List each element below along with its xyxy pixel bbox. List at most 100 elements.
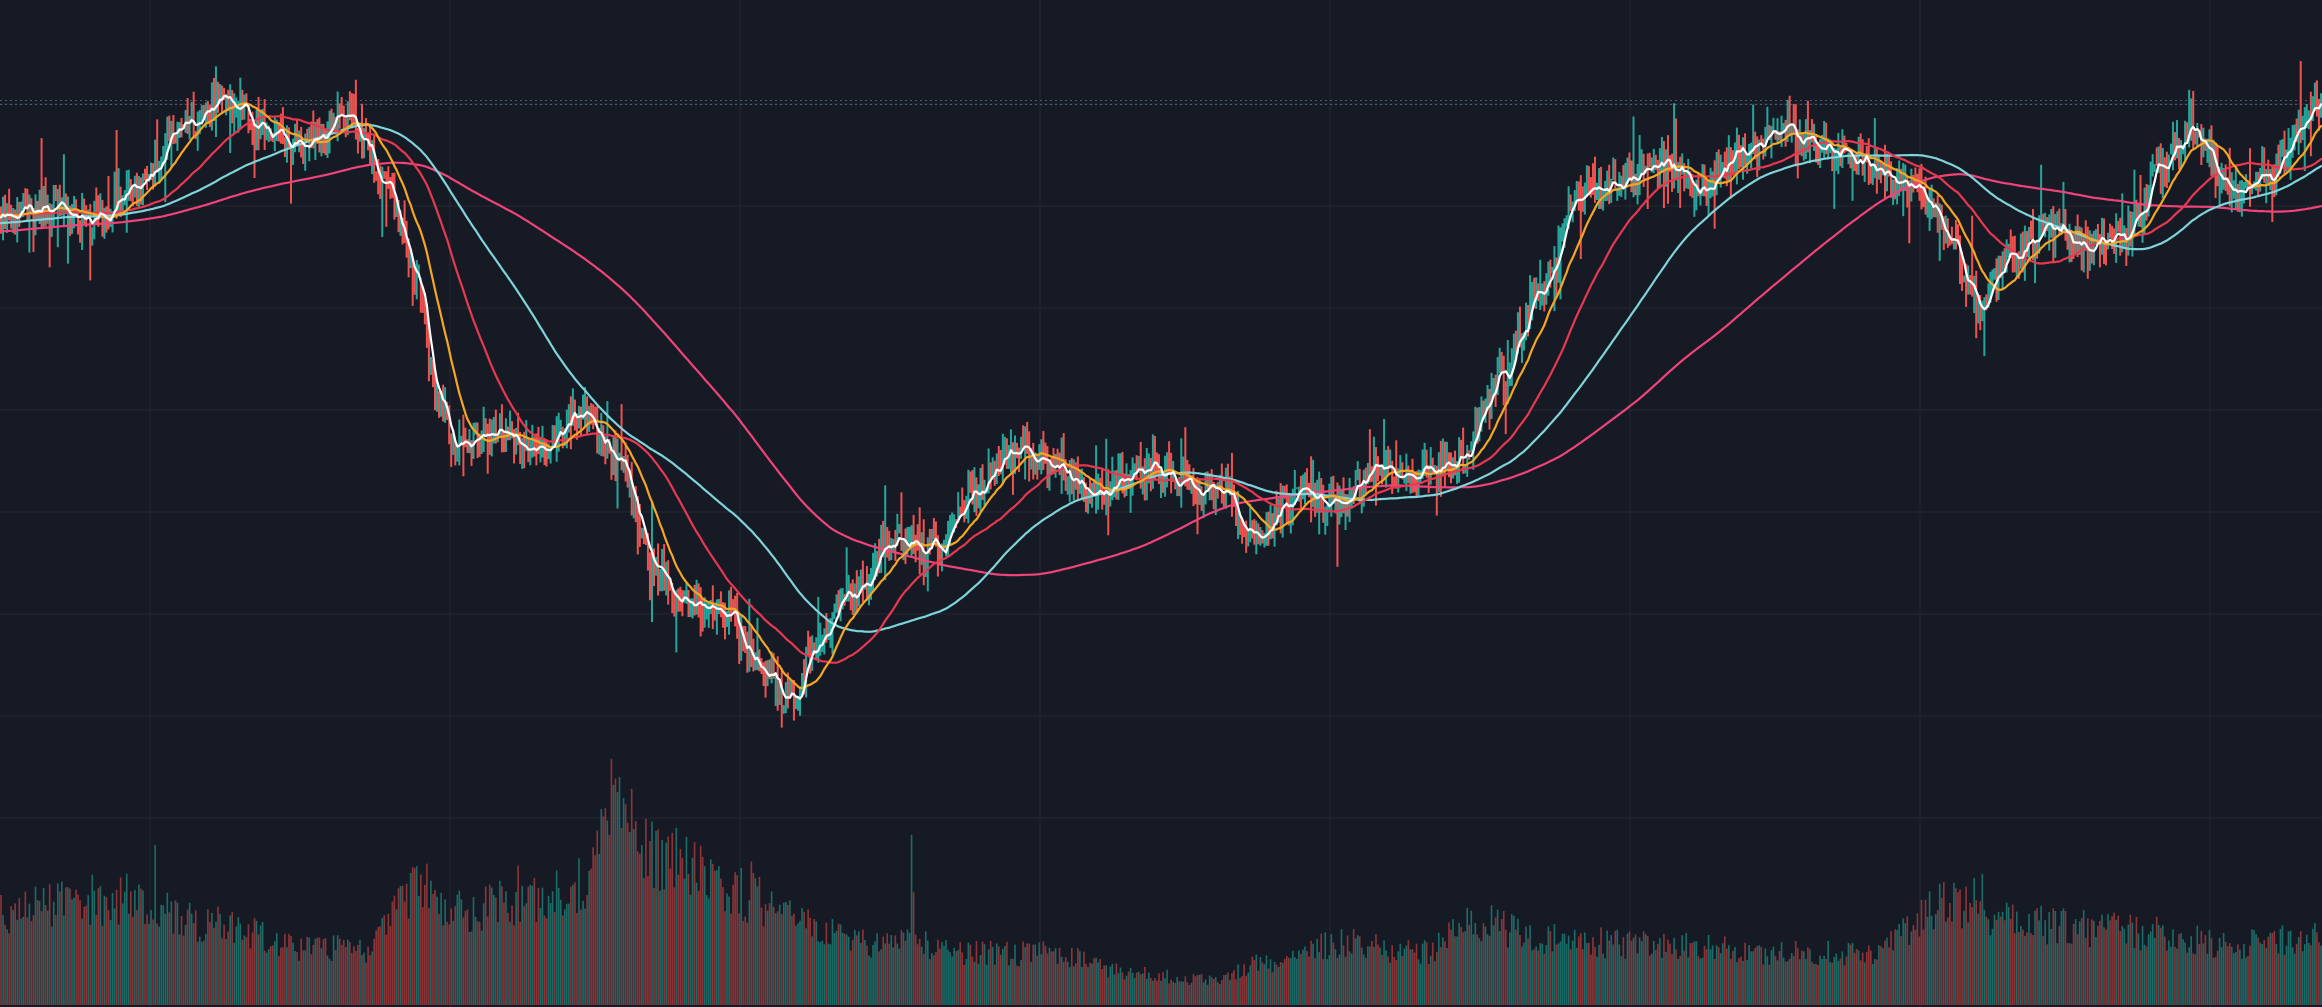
volume-bar bbox=[1379, 947, 1381, 1005]
candle-body bbox=[2310, 108, 2312, 119]
volume-bar bbox=[997, 946, 1000, 1005]
candle-body bbox=[1427, 475, 1430, 479]
candle-body bbox=[1243, 526, 1245, 528]
candle-body bbox=[545, 451, 548, 460]
volume-bar bbox=[1762, 964, 1765, 1005]
volume-bar bbox=[1277, 967, 1280, 1005]
candle-body bbox=[452, 440, 454, 452]
candle-body bbox=[389, 186, 392, 191]
candle-body bbox=[1912, 179, 1915, 187]
volume-bar bbox=[1527, 938, 1529, 1005]
volume-bar bbox=[1906, 916, 1909, 1005]
candle-body bbox=[708, 604, 710, 610]
volume-bar bbox=[1940, 897, 1943, 1005]
volume-bar bbox=[738, 913, 740, 1005]
volume-bar bbox=[929, 959, 931, 1005]
volume-bar bbox=[736, 875, 738, 1005]
candle-body bbox=[1505, 382, 1507, 386]
volume-bar bbox=[492, 895, 495, 1005]
volume-bar bbox=[2281, 925, 2284, 1005]
volume-bar bbox=[819, 942, 822, 1005]
volume-bar bbox=[1571, 940, 1574, 1005]
candle-body bbox=[576, 416, 578, 433]
volume-bar bbox=[673, 887, 676, 1005]
volume-bar bbox=[912, 892, 915, 1005]
candle-body bbox=[387, 177, 390, 183]
volume-bar bbox=[1667, 939, 1669, 1005]
volume-bar bbox=[1204, 979, 1207, 1005]
volume-bar bbox=[1655, 949, 1657, 1005]
volume-bar bbox=[484, 886, 487, 1005]
candle-body bbox=[2103, 225, 2105, 248]
volume-bar bbox=[2115, 920, 2117, 1005]
volume-bar bbox=[1454, 936, 1456, 1005]
volume-bar bbox=[1995, 919, 1998, 1005]
volume-bar bbox=[304, 950, 307, 1005]
candle-body bbox=[537, 443, 540, 450]
candle-body bbox=[957, 508, 959, 523]
volume-bar bbox=[2271, 933, 2274, 1005]
volume-bar bbox=[503, 902, 505, 1005]
candle-body bbox=[2097, 232, 2099, 239]
volume-bar bbox=[101, 925, 104, 1005]
volume-bar bbox=[1563, 933, 1566, 1005]
volume-bar bbox=[1198, 974, 1201, 1005]
volume-bar bbox=[582, 900, 584, 1005]
candle-body bbox=[551, 430, 554, 446]
candle-body bbox=[977, 497, 980, 507]
volume-bar bbox=[2105, 929, 2107, 1005]
volume-bar bbox=[1565, 943, 1568, 1005]
volume-bar bbox=[2082, 910, 2085, 1005]
volume-bar bbox=[1085, 964, 1087, 1005]
volume-bar bbox=[456, 894, 459, 1005]
candle-body bbox=[361, 139, 363, 151]
candle-body bbox=[2257, 178, 2259, 180]
volume-bar bbox=[568, 903, 570, 1005]
volume-bar bbox=[815, 921, 818, 1005]
volume-bar bbox=[628, 831, 631, 1005]
candle-body bbox=[1965, 281, 1967, 289]
volume-bar bbox=[924, 931, 927, 1005]
volume-bar bbox=[1318, 951, 1320, 1005]
volume-bar bbox=[158, 926, 160, 1005]
candle-body bbox=[1448, 455, 1450, 462]
candle-body bbox=[1730, 152, 1732, 162]
candle-body bbox=[825, 626, 828, 633]
volume-bar bbox=[1158, 973, 1160, 1005]
volume-bar bbox=[833, 932, 836, 1005]
volume-bar bbox=[2062, 908, 2065, 1005]
volume-bar bbox=[2060, 911, 2063, 1005]
candle-body bbox=[495, 423, 497, 435]
candle-body bbox=[416, 274, 418, 281]
candle-body bbox=[152, 163, 154, 182]
volume-bar bbox=[1348, 951, 1351, 1005]
volume-bar bbox=[1249, 965, 1252, 1005]
candle-body bbox=[1154, 452, 1156, 463]
candle-body bbox=[1381, 474, 1383, 476]
volume-bar bbox=[576, 913, 578, 1005]
volume-bar bbox=[2155, 916, 2158, 1005]
volume-bar bbox=[829, 944, 832, 1005]
volume-bar bbox=[527, 886, 530, 1005]
candle-body bbox=[1498, 358, 1501, 364]
volume-bar bbox=[1677, 958, 1679, 1005]
candle-body bbox=[872, 567, 874, 577]
candle-body bbox=[1515, 344, 1517, 347]
candle-body bbox=[979, 486, 982, 495]
volume-bar bbox=[953, 947, 955, 1005]
candle-body bbox=[1468, 451, 1470, 453]
volume-bar bbox=[2036, 908, 2038, 1005]
candle-body bbox=[51, 217, 53, 224]
candle-body bbox=[756, 657, 759, 664]
candle-body bbox=[1831, 146, 1833, 164]
volume-bar bbox=[1490, 905, 1493, 1005]
candle-body bbox=[890, 544, 892, 554]
volume-bar bbox=[2314, 923, 2316, 1005]
candle-body bbox=[130, 180, 132, 187]
candle-body bbox=[192, 107, 195, 133]
volume-bar bbox=[847, 936, 850, 1005]
candle-body bbox=[95, 202, 98, 208]
volume-bar bbox=[1845, 956, 1848, 1005]
